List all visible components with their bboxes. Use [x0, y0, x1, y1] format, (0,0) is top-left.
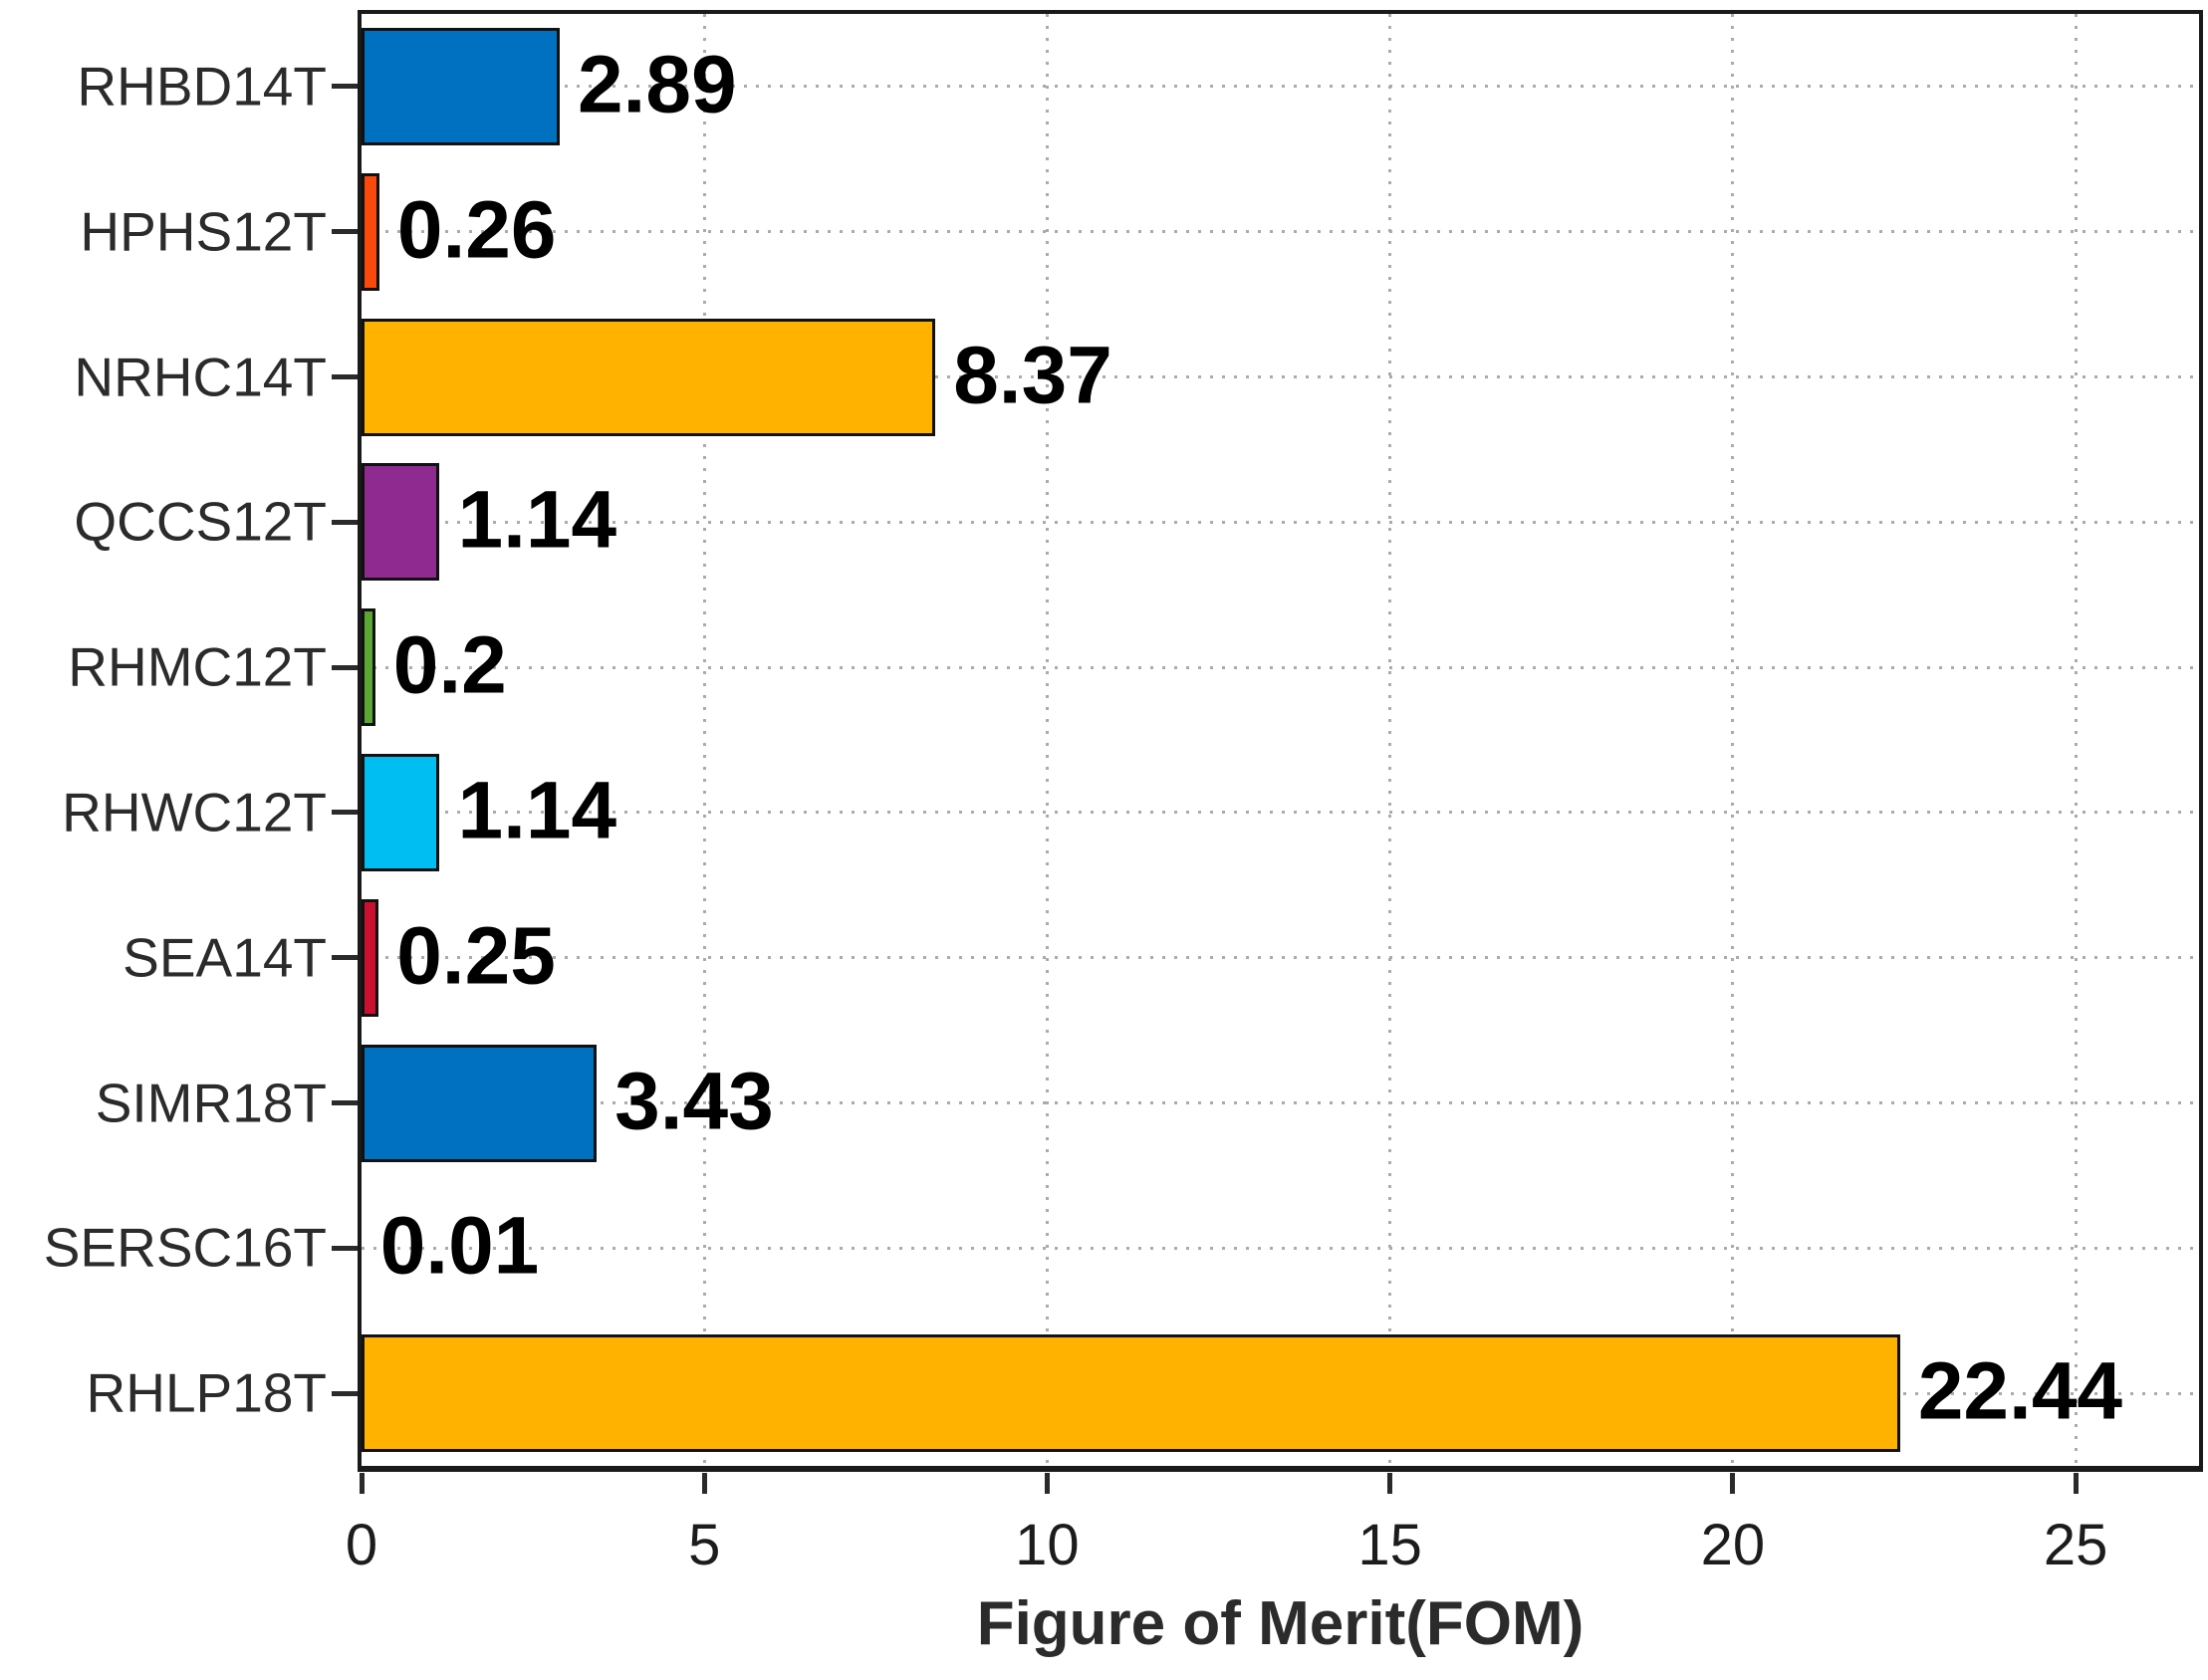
value-label: 1.14	[457, 765, 617, 856]
x-tick-label: 15	[1357, 1513, 1422, 1577]
x-tick-label: 5	[688, 1513, 721, 1577]
vertical-gridline	[1731, 14, 1735, 1466]
category-label: QCCS12T	[74, 490, 327, 553]
horizontal-gridline	[362, 956, 2199, 960]
bar	[362, 318, 936, 436]
category-label: HPHS12T	[80, 200, 327, 263]
y-tick-mark	[332, 84, 358, 90]
y-tick-mark	[332, 955, 358, 961]
horizontal-gridline	[362, 1246, 2199, 1250]
x-tick-label: 0	[345, 1513, 378, 1577]
value-label: 0.26	[396, 184, 557, 276]
x-tick-mark	[1730, 1473, 1736, 1494]
category-label: SEA14T	[123, 926, 327, 989]
x-tick-mark	[359, 1473, 365, 1494]
bar	[362, 898, 379, 1017]
x-tick-mark	[701, 1473, 707, 1494]
y-tick-mark	[332, 229, 358, 235]
vertical-gridline	[1045, 14, 1049, 1466]
category-label: RHMC12T	[68, 635, 327, 698]
value-label: 8.37	[953, 329, 1112, 420]
bar	[362, 753, 440, 871]
bar	[362, 463, 440, 582]
y-tick-mark	[332, 374, 358, 379]
y-tick-mark	[332, 1100, 358, 1105]
x-tick-mark	[1387, 1473, 1393, 1494]
horizontal-gridline	[362, 1101, 2199, 1104]
x-tick-label: 20	[1700, 1513, 1766, 1577]
value-label: 0.2	[392, 619, 507, 711]
value-label: 3.43	[614, 1055, 774, 1146]
x-tick-mark	[1044, 1473, 1050, 1494]
y-tick-mark	[332, 1390, 358, 1396]
value-label: 0.01	[379, 1200, 540, 1292]
bar	[362, 1334, 1900, 1453]
y-tick-mark	[332, 810, 358, 816]
horizontal-gridline	[362, 811, 2199, 815]
vertical-gridline	[1388, 14, 1392, 1466]
horizontal-gridline	[362, 85, 2199, 89]
vertical-gridline	[2074, 14, 2078, 1466]
category-label: SERSC16T	[43, 1216, 327, 1279]
x-axis-title: Figure of Merit(FOM)	[976, 1589, 1585, 1658]
bar	[362, 172, 379, 291]
value-label: 0.25	[396, 910, 556, 1002]
bar	[362, 608, 375, 727]
category-label: NRHC14T	[74, 346, 327, 407]
horizontal-gridline	[362, 665, 2199, 669]
category-label: RHBD14T	[77, 55, 327, 118]
horizontal-gridline	[362, 230, 2199, 234]
x-tick-mark	[2073, 1473, 2079, 1494]
category-label: RHWC12T	[62, 781, 327, 843]
plot-area: 2.89 0.26 8.37 1.14 0.2 1.14 0.25 3.43 0.01 22.44	[358, 10, 2203, 1472]
horizontal-gridline	[362, 375, 2199, 378]
y-tick-mark	[332, 1245, 358, 1251]
category-label: RHLP18T	[86, 1361, 327, 1424]
y-tick-mark	[332, 519, 358, 525]
category-label: SIMR18T	[95, 1072, 327, 1133]
vertical-gridline	[702, 14, 706, 1466]
horizontal-gridline	[362, 520, 2199, 524]
value-label: 1.14	[457, 474, 617, 566]
bar	[362, 27, 560, 145]
bar	[362, 1044, 598, 1162]
x-tick-label: 25	[2043, 1513, 2108, 1577]
x-tick-label: 10	[1015, 1513, 1080, 1577]
value-label: 2.89	[577, 39, 737, 130]
value-label: 22.44	[1917, 1345, 2123, 1437]
y-tick-mark	[332, 664, 358, 670]
